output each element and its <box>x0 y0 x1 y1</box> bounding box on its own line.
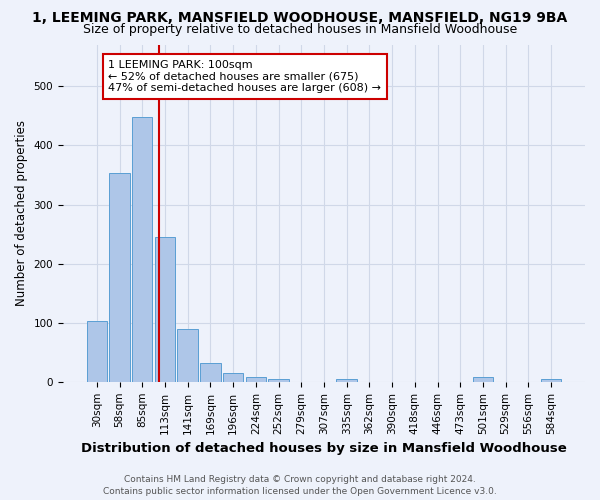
Bar <box>245 376 266 382</box>
Bar <box>337 379 357 382</box>
Bar <box>86 321 107 382</box>
Bar <box>178 328 198 382</box>
Bar <box>155 237 175 382</box>
Bar <box>200 363 221 382</box>
X-axis label: Distribution of detached houses by size in Mansfield Woodhouse: Distribution of detached houses by size … <box>81 442 567 455</box>
Text: Contains HM Land Registry data © Crown copyright and database right 2024.
Contai: Contains HM Land Registry data © Crown c… <box>103 475 497 496</box>
Bar <box>268 379 289 382</box>
Text: 1 LEEMING PARK: 100sqm
← 52% of detached houses are smaller (675)
47% of semi-de: 1 LEEMING PARK: 100sqm ← 52% of detached… <box>108 60 381 93</box>
Text: 1, LEEMING PARK, MANSFIELD WOODHOUSE, MANSFIELD, NG19 9BA: 1, LEEMING PARK, MANSFIELD WOODHOUSE, MA… <box>32 12 568 26</box>
Bar <box>109 173 130 382</box>
Text: Size of property relative to detached houses in Mansfield Woodhouse: Size of property relative to detached ho… <box>83 22 517 36</box>
Bar <box>223 373 244 382</box>
Bar <box>541 379 561 382</box>
Bar <box>132 117 152 382</box>
Y-axis label: Number of detached properties: Number of detached properties <box>15 120 28 306</box>
Bar <box>473 377 493 382</box>
